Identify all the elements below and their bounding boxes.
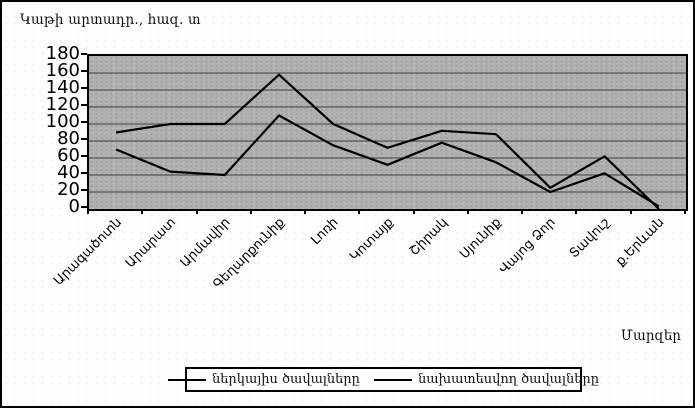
- x-tick-mark: [466, 209, 469, 214]
- y-tick-mark: [81, 70, 87, 72]
- y-tick-label: 80: [57, 128, 80, 149]
- y-tick-label: 160: [45, 60, 80, 81]
- y-tick-label: 40: [57, 162, 80, 183]
- legend-item-current: ներկայիս ծավալները: [167, 372, 360, 387]
- y-tick-label: 180: [45, 43, 80, 64]
- x-category-label: Տավուշ: [566, 215, 614, 262]
- legend: ներկայիս ծավալները նախատեսվող ծավալները: [167, 367, 599, 392]
- y-tick-label: 0: [68, 196, 80, 217]
- legend-line-sample: [167, 378, 206, 381]
- y-tick-mark: [81, 87, 87, 89]
- series-plot: [89, 72, 686, 209]
- y-tick-label: 100: [45, 111, 80, 132]
- x-tick-mark: [412, 209, 415, 214]
- y-tick-mark: [81, 53, 87, 55]
- y-tick-label: 140: [45, 77, 80, 98]
- x-tick-mark: [358, 209, 361, 214]
- legend-item-planned: նախատեսվող ծավալները: [373, 372, 600, 387]
- y-tick-label: 120: [45, 94, 80, 115]
- x-category-label: Սյունիք: [457, 215, 505, 263]
- y-tick-mark: [81, 206, 87, 208]
- legend-label: նախատեսվող ծավալները: [417, 372, 600, 387]
- x-tick-mark: [249, 209, 252, 214]
- x-tick-mark: [629, 209, 632, 214]
- y-tick-mark: [81, 138, 87, 140]
- legend-line-sample: [373, 378, 412, 381]
- x-tick-mark: [141, 209, 144, 214]
- y-tick-mark: [81, 104, 87, 106]
- y-axis-title: Կաթի արտադր., հազ. տ: [20, 12, 201, 28]
- x-category-label: Արարատ: [122, 215, 180, 272]
- x-category-label: Լոռի: [308, 215, 342, 249]
- y-tick-mark: [81, 155, 87, 157]
- y-tick-mark: [81, 121, 87, 123]
- y-tick-label: 60: [57, 145, 80, 166]
- x-tick-mark: [684, 209, 686, 214]
- x-tick-mark: [87, 209, 89, 214]
- x-category-label: Կոտայք: [346, 215, 397, 265]
- series-line-0: [115, 114, 660, 208]
- x-category-label: Վայոց Ձոր: [496, 215, 559, 278]
- x-category-label: ք.Երևան: [613, 215, 668, 270]
- y-tick-mark: [81, 189, 87, 191]
- x-tick-mark: [195, 209, 198, 214]
- y-tick-label: 20: [57, 179, 80, 200]
- x-tick-mark: [304, 209, 307, 214]
- x-tick-mark: [575, 209, 578, 214]
- plot-area: [87, 54, 688, 211]
- x-tick-mark: [521, 209, 524, 214]
- x-axis-title: Մարզեր: [620, 328, 681, 344]
- legend-label: ներկայիս ծավալները: [211, 372, 360, 387]
- x-category-label: Արագածոտն: [50, 215, 125, 289]
- series-line-1: [115, 73, 660, 209]
- x-category-label: Արմավիր: [177, 215, 234, 271]
- x-category-label: Շիրակ: [406, 215, 451, 260]
- y-tick-mark: [81, 172, 87, 174]
